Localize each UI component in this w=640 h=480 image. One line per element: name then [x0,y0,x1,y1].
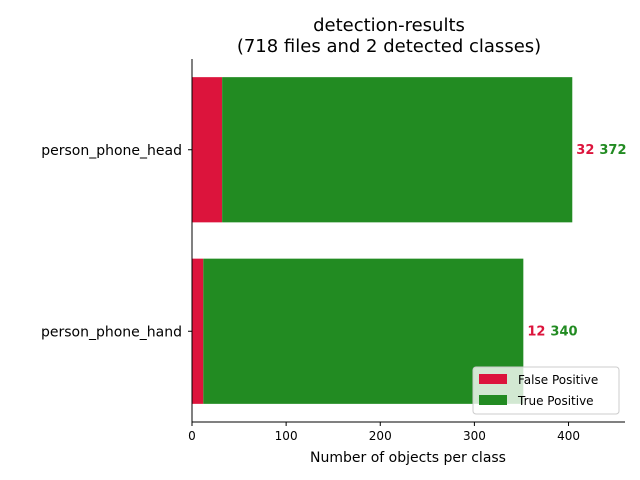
x-tick-label: 100 [275,429,298,443]
chart-subtitle: (718 files and 2 detected classes) [237,36,541,57]
value-label-true-positive: 340 [550,324,577,339]
legend: False Positive True Positive [472,366,620,415]
value-label-false-positive: 32 [576,143,594,158]
x-tick-label: 300 [463,429,486,443]
x-tick-label: 400 [557,429,580,443]
x-axis-label: Number of objects per class [310,450,506,466]
x-tick-label: 0 [188,429,196,443]
chart-title: detection-results [313,15,465,36]
bar-false-positive [192,77,223,223]
x-tick-label: 200 [369,429,392,443]
bar-false-positive [192,258,204,404]
y-tick-label: person_phone_hand [41,324,182,340]
y-tick-label: person_phone_head [41,143,182,159]
legend-label-false-positive: False Positive [518,373,598,387]
legend-swatch-true-positive [479,395,507,405]
legend-swatch-false-positive [479,374,507,384]
value-label-true-positive: 372 [599,143,626,158]
bar-true-positive [203,258,524,404]
value-label-false-positive: 12 [527,324,545,339]
legend-box [472,366,620,415]
bar-true-positive [222,77,573,223]
legend-label-true-positive: True Positive [517,394,594,408]
